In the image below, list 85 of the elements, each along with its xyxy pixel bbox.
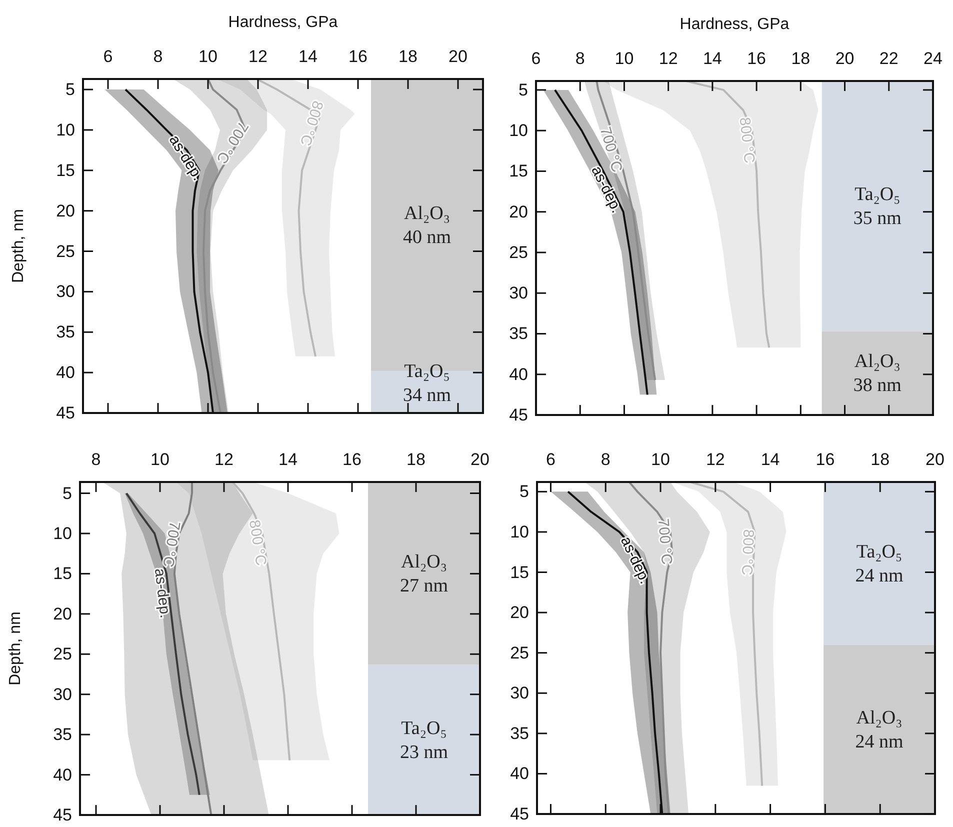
y-tick-label: 15: [56, 160, 75, 180]
x-tick-label: 18: [406, 450, 426, 469]
y-tick-label: 25: [510, 643, 529, 662]
x-tick-label: 20: [448, 47, 468, 66]
y-tick-label: 30: [56, 282, 75, 302]
y-tick-label: 25: [53, 644, 72, 664]
y-tick-label: 10: [53, 524, 72, 543]
y-tick-label: 45: [56, 404, 75, 422]
y-tick-label: 10: [509, 121, 528, 140]
y-tick-label: 45: [509, 406, 528, 424]
band-label: Ta₂O₅ 35 nm: [853, 184, 902, 230]
y-tick-label: 40: [510, 764, 529, 784]
y-tick-label: 30: [510, 684, 529, 703]
band-label: Al₂O₃ 27 nm: [400, 551, 448, 596]
band-label: Al₂O₃ 38 nm: [853, 351, 902, 396]
y-tick-label: 15: [53, 564, 72, 584]
x-tick-label: 18: [398, 47, 418, 66]
y-tick-label: 15: [510, 562, 529, 582]
x-tick-label: 16: [816, 450, 835, 469]
y-tick-label: 30: [509, 284, 528, 303]
y-tick-label: 35: [53, 725, 72, 744]
x-axis-title: Hardness, GPa: [680, 16, 790, 33]
y-tick-label: 35: [56, 322, 75, 342]
band-label: Ta₂O₅ 23 nm: [400, 718, 448, 763]
x-tick-label: 22: [879, 49, 898, 68]
y-tick-label: 20: [510, 603, 529, 622]
x-tick-label: 12: [706, 450, 725, 469]
x-tick-label: 14: [702, 49, 722, 68]
x-tick-label: 8: [153, 47, 163, 66]
x-tick-label: 6: [531, 49, 541, 68]
y-tick-label: 30: [53, 684, 72, 704]
x-tick-label: 12: [214, 450, 234, 469]
band-label: Al₂O₃ 24 nm: [855, 707, 904, 752]
text: 800 °C: [738, 528, 757, 576]
x-axis-title: Hardness, GPa: [228, 14, 338, 31]
band-label: Ta₂O₅ 24 nm: [855, 541, 904, 586]
x-tick-label: 6: [546, 450, 556, 469]
x-tick-label: 16: [348, 47, 368, 66]
x-tick-label: 14: [278, 450, 298, 469]
x-tick-label: 16: [342, 450, 362, 469]
x-tick-label: 8: [91, 450, 101, 469]
y-tick-label: 10: [56, 120, 75, 140]
y-tick-label: 40: [56, 363, 75, 382]
x-tick-label: 12: [248, 47, 268, 66]
y-tick-label: 25: [56, 242, 75, 261]
y-axis-title: Depth, nm: [7, 612, 24, 686]
y-tick-label: 15: [509, 162, 528, 181]
y-axis-title: Depth, nm: [10, 209, 27, 283]
band-label: Ta₂O₅ 34 nm: [402, 361, 452, 406]
x-tick-label: 8: [600, 450, 610, 469]
x-tick-label: 6: [103, 47, 113, 66]
x-tick-label: 24: [924, 49, 942, 68]
y-tick-label: 10: [510, 522, 529, 542]
y-tick-label: 40: [509, 364, 528, 384]
x-tick-label: 14: [298, 47, 318, 66]
y-tick-label: 5: [62, 484, 72, 503]
text: as-dep.: [616, 534, 654, 587]
y-tick-label: 45: [510, 804, 529, 824]
text: 800 °C: [296, 98, 326, 148]
x-tick-label: 20: [835, 49, 854, 68]
y-tick-label: 5: [518, 80, 528, 100]
x-tick-label: 10: [614, 49, 634, 68]
y-tick-label: 35: [510, 724, 529, 743]
y-tick-label: 5: [520, 482, 529, 502]
y-tick-label: 5: [66, 80, 75, 100]
y-tick-label: 20: [53, 604, 72, 624]
x-tick-label: 14: [760, 450, 780, 469]
y-tick-label: 20: [56, 201, 75, 220]
y-tick-label: 35: [509, 324, 528, 344]
x-tick-label: 18: [870, 450, 890, 469]
x-tick-label: 10: [198, 47, 218, 66]
y-tick-label: 25: [509, 242, 528, 262]
x-tick-label: 20: [926, 450, 944, 469]
x-tick-label: 18: [791, 49, 810, 68]
x-tick-label: 20: [470, 450, 490, 469]
x-tick-label: 10: [651, 450, 670, 469]
x-tick-label: 12: [658, 49, 678, 68]
x-tick-label: 10: [150, 450, 170, 469]
y-tick-label: 45: [53, 806, 72, 824]
text: as-dep.: [150, 567, 174, 620]
y-tick-label: 20: [509, 202, 528, 222]
x-tick-label: 16: [747, 49, 766, 68]
y-tick-label: 40: [53, 765, 72, 784]
band-label: Al₂O₃ 40 nm: [402, 202, 452, 248]
x-tick-label: 8: [575, 49, 585, 68]
